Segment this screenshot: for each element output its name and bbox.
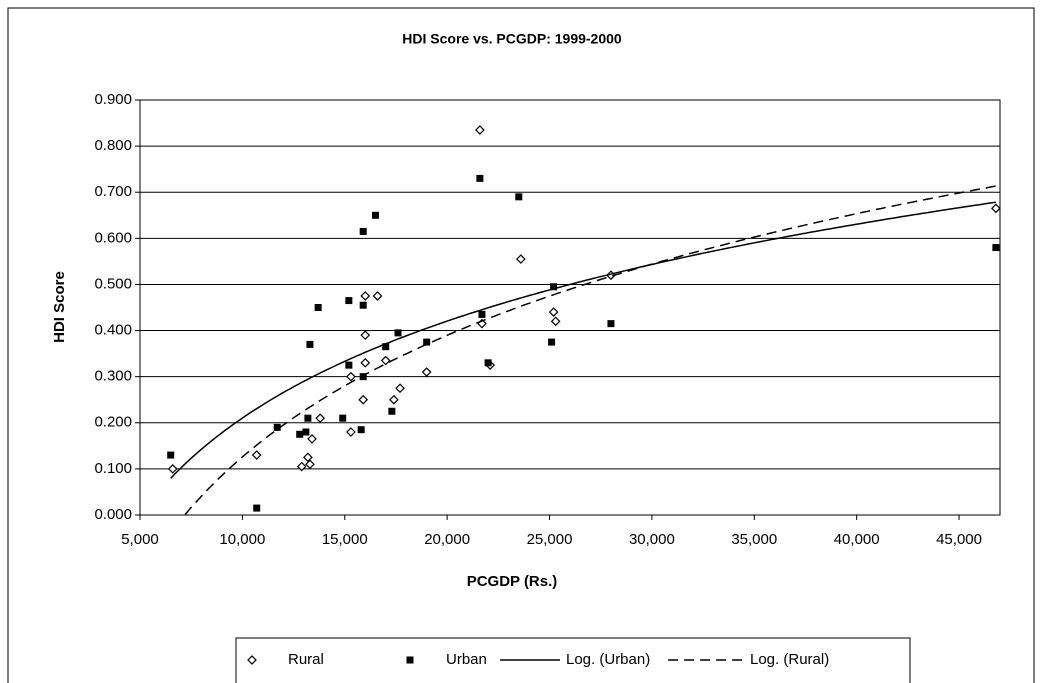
y-tick-label: 0.400	[94, 322, 132, 339]
point	[273, 423, 281, 431]
point	[607, 320, 615, 328]
point	[167, 464, 178, 474]
point	[346, 371, 356, 382]
point	[296, 430, 304, 438]
y-tick-label: 0.500	[94, 275, 132, 292]
point	[296, 461, 307, 472]
x-axis-title: PCGDP (Rs.)	[467, 573, 558, 590]
x-tick-label: 45,000	[936, 531, 982, 548]
point	[345, 297, 353, 305]
legend-label: Log. (Urban)	[566, 651, 650, 668]
y-tick-label: 0.300	[94, 368, 132, 385]
x-tick-label: 35,000	[731, 531, 777, 548]
point	[389, 394, 399, 405]
legend-label: Urban	[446, 651, 487, 668]
legend-label: Log. (Rural)	[750, 651, 829, 668]
point	[307, 434, 317, 444]
y-tick-label: 0.600	[94, 229, 132, 246]
point	[515, 193, 523, 201]
point	[360, 330, 371, 341]
legend-marker	[406, 656, 414, 664]
point	[423, 338, 431, 346]
point	[992, 244, 1000, 252]
trendline	[170, 201, 997, 479]
point	[550, 316, 561, 327]
point	[251, 450, 262, 460]
y-axis-title: HDI Score	[51, 271, 68, 343]
y-tick-label: 0.900	[94, 91, 132, 108]
point	[345, 361, 353, 369]
point	[478, 310, 486, 318]
point	[305, 459, 315, 470]
point	[476, 174, 484, 182]
chart-frame	[7, 7, 1035, 683]
x-tick-label: 5,000	[121, 531, 159, 548]
point	[380, 355, 391, 366]
point	[306, 340, 314, 348]
point	[548, 307, 559, 317]
point	[550, 283, 558, 291]
chart-title: HDI Score vs. PCGDP: 1999-2000	[402, 31, 622, 47]
point	[548, 338, 556, 346]
point	[421, 367, 432, 377]
point	[360, 291, 371, 301]
y-tick-label: 0.800	[94, 137, 132, 154]
point	[358, 394, 369, 405]
point	[304, 414, 312, 422]
point	[346, 427, 356, 437]
plot-area	[139, 99, 1001, 516]
legend-marker	[247, 655, 257, 665]
point	[484, 359, 492, 367]
point	[359, 227, 367, 235]
x-tick-label: 10,000	[219, 531, 265, 548]
x-tick-label: 40,000	[834, 531, 880, 548]
point	[359, 373, 367, 381]
point	[394, 329, 402, 337]
legend-label: Rural	[288, 651, 324, 668]
legend	[235, 637, 911, 683]
y-tick-label: 0.100	[94, 460, 132, 477]
point	[991, 203, 1001, 214]
x-tick-label: 30,000	[629, 531, 675, 548]
y-tick-label: 0.000	[94, 506, 132, 523]
point	[302, 428, 310, 436]
point	[314, 304, 322, 311]
x-tick-label: 15,000	[322, 531, 368, 548]
point	[339, 414, 347, 422]
point	[371, 211, 379, 219]
point	[303, 452, 313, 463]
x-tick-label: 20,000	[424, 531, 470, 548]
point	[516, 254, 526, 264]
point	[360, 357, 371, 368]
point	[475, 125, 485, 135]
point	[315, 413, 326, 424]
y-tick-label: 0.700	[94, 183, 132, 200]
point	[372, 291, 383, 301]
point	[253, 504, 261, 512]
point	[382, 343, 390, 351]
point	[388, 407, 396, 415]
y-tick-label: 0.200	[94, 414, 132, 431]
point	[395, 383, 405, 394]
point	[359, 301, 367, 309]
trendline	[184, 185, 997, 516]
point	[167, 451, 175, 459]
x-tick-label: 25,000	[527, 531, 573, 548]
point	[357, 426, 365, 434]
